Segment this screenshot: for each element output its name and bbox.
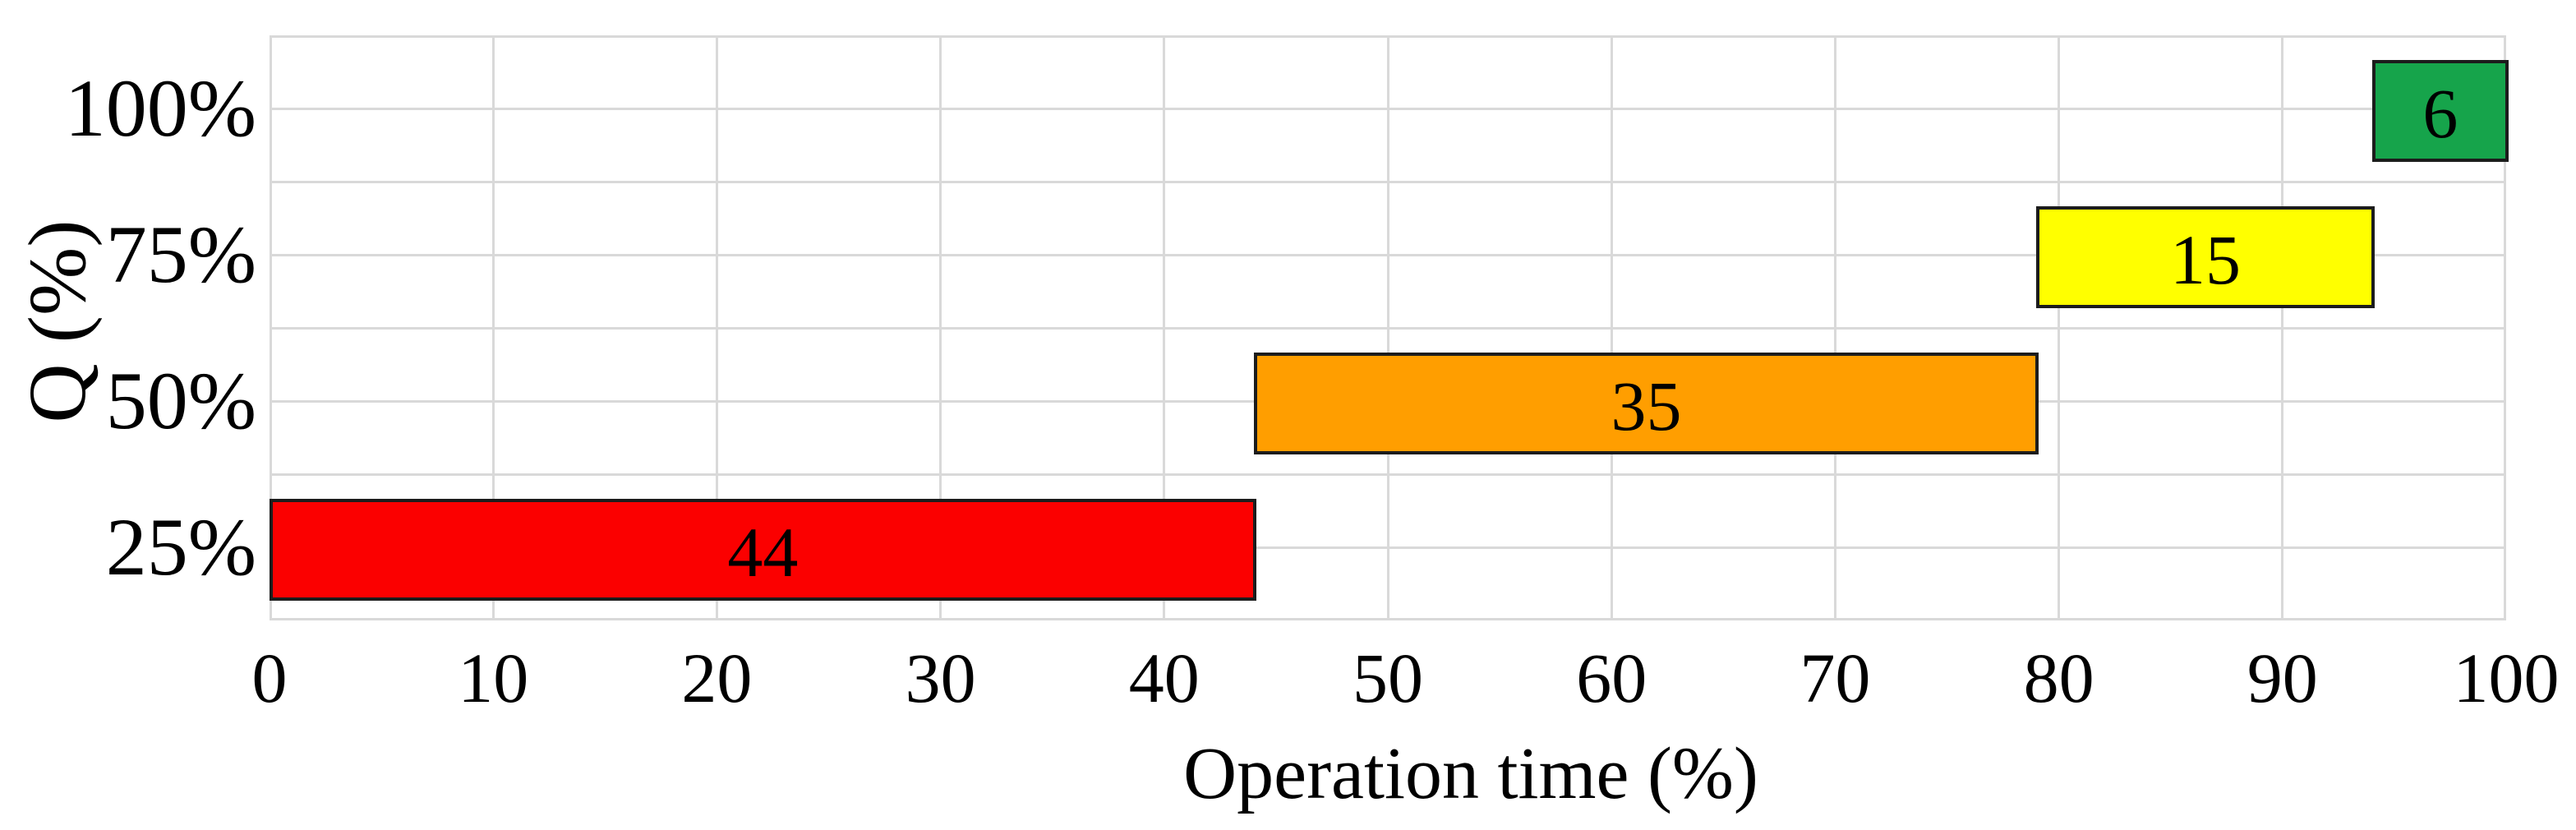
x-tick-label: 30 xyxy=(905,639,976,717)
bar-segment-25: 44 xyxy=(270,499,1256,601)
x-tick-label: 60 xyxy=(1576,639,1647,717)
gridline-horizontal xyxy=(272,546,2504,549)
plot-area: 6 15 35 44 xyxy=(270,35,2509,620)
x-tick-label: 10 xyxy=(458,639,529,717)
x-tick-label: 20 xyxy=(681,639,753,717)
x-axis-title: Operation time (%) xyxy=(1183,733,1758,814)
bar-value-label: 35 xyxy=(1611,367,1682,445)
bar-value-label: 15 xyxy=(2170,220,2242,299)
x-tick-label: 100 xyxy=(2453,639,2560,717)
x-tick-label: 80 xyxy=(2023,639,2094,717)
gridline-horizontal xyxy=(272,107,2504,110)
bar-segment-100: 6 xyxy=(2371,60,2509,162)
gridline-horizontal xyxy=(272,180,2504,183)
y-tick-label: 25% xyxy=(105,501,256,593)
gridline-horizontal xyxy=(272,473,2504,476)
x-tick-label: 40 xyxy=(1128,639,1200,717)
gridline-horizontal xyxy=(272,253,2504,256)
y-tick-label: 100% xyxy=(64,62,256,154)
x-tick-label: 90 xyxy=(2247,639,2318,717)
bar-value-label: 44 xyxy=(727,513,799,592)
bar-segment-50: 35 xyxy=(1253,353,2039,454)
y-tick-label: 75% xyxy=(105,209,256,300)
bar-value-label: 6 xyxy=(2422,74,2458,153)
x-tick-label: 70 xyxy=(1800,639,1871,717)
x-tick-label: 50 xyxy=(1353,639,1423,717)
x-tick-label: 0 xyxy=(251,639,288,717)
y-tick-label: 50% xyxy=(105,355,256,446)
gridline-horizontal xyxy=(272,326,2504,330)
bar-segment-75: 15 xyxy=(2036,206,2375,308)
